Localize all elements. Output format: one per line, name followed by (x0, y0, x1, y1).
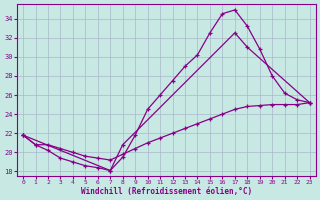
X-axis label: Windchill (Refroidissement éolien,°C): Windchill (Refroidissement éolien,°C) (81, 187, 252, 196)
